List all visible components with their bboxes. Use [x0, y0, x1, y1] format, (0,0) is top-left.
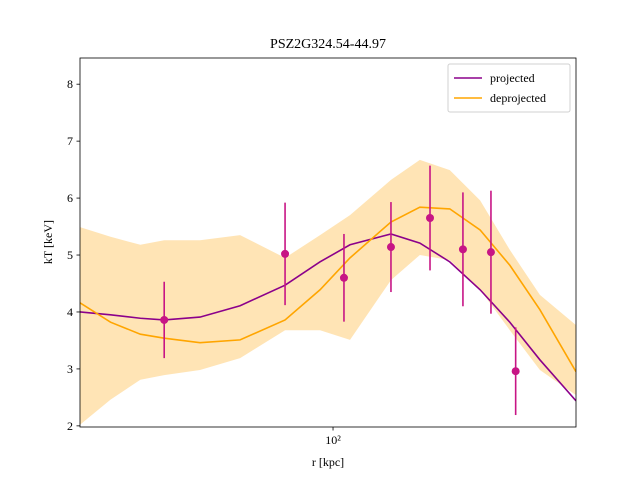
x-axis-label: r [kpc]	[312, 455, 344, 469]
data-point	[339, 273, 348, 282]
data-point	[281, 249, 290, 258]
y-tick-label: 2	[67, 419, 73, 433]
data-point	[511, 367, 520, 376]
y-axis-label: kT [keV]	[41, 220, 55, 264]
data-point	[458, 245, 467, 254]
x-tick-label: 10²	[325, 433, 341, 447]
plot-frame	[79, 57, 577, 428]
y-tick-label: 6	[67, 191, 73, 205]
y-tick-label: 8	[67, 77, 73, 91]
legend-label: projected	[490, 71, 535, 85]
y-tick-label: 7	[67, 134, 73, 148]
y-tick-label: 5	[67, 248, 73, 262]
data-point	[386, 243, 395, 252]
chart-title: PSZ2G324.54-44.97	[270, 37, 386, 52]
legend-box	[447, 63, 571, 113]
confidence-band	[80, 159, 576, 425]
data-point	[486, 248, 495, 257]
plot-area	[80, 159, 576, 425]
legend-label: deprojected	[490, 91, 546, 105]
y-tick-label: 3	[67, 362, 73, 376]
y-tick-label: 4	[67, 305, 73, 319]
data-point	[160, 315, 169, 324]
data-point	[426, 214, 435, 223]
overlay: 2 3 4 5 6 7 8 10² projected deprojected	[67, 57, 577, 447]
line	[80, 206, 576, 373]
line	[80, 233, 576, 402]
